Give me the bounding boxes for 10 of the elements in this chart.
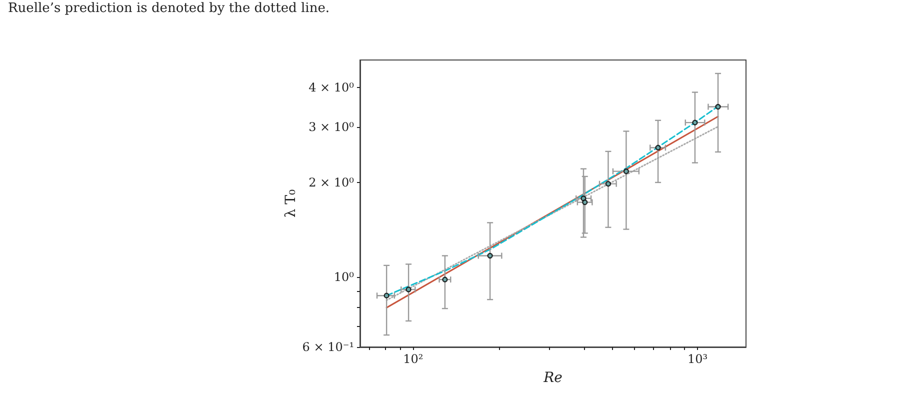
y-tick-label: 6 × 10⁻¹ bbox=[302, 340, 354, 354]
x-tick-label: 10² bbox=[403, 352, 424, 366]
x-tick-label: 10³ bbox=[688, 352, 708, 366]
y-axis-title: λ T₀ bbox=[283, 188, 299, 218]
y-tick-label: 2 × 10⁰ bbox=[308, 175, 354, 190]
x-axis-title: Re bbox=[542, 370, 562, 386]
y-tick-label: 10⁰ bbox=[334, 270, 354, 284]
y-tick-label: 4 × 10⁰ bbox=[308, 80, 354, 95]
text: Ruelle’s prediction is denoted by the dotted line. bbox=[8, 1, 330, 16]
y-tick-label: 3 × 10⁰ bbox=[308, 120, 354, 134]
